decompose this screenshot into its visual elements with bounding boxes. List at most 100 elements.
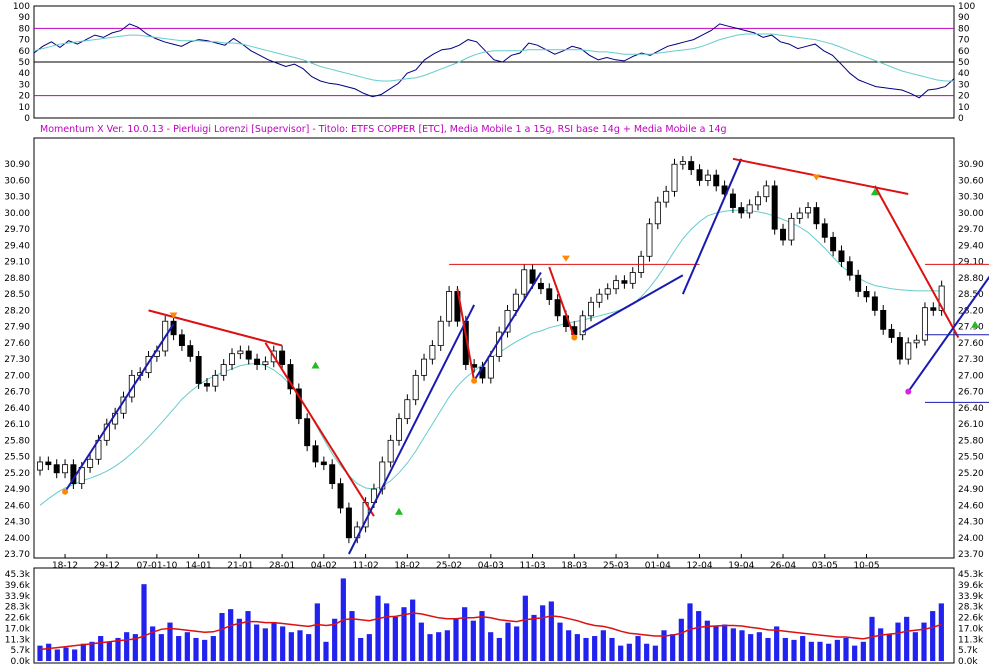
candle [229,348,236,370]
candle [262,356,269,370]
volume-bar [557,622,563,661]
date-tick-label: 11-03 [519,561,545,571]
trendline-up [64,323,175,493]
volume-tick-label: 28.3k [958,603,984,613]
volume-tick-label: 28.3k [5,603,31,613]
candle-body [437,320,444,346]
volume-bar [470,620,476,661]
trendline-up [473,271,542,382]
candle-body [796,212,803,219]
volume-bar [254,624,260,661]
volume-bar [436,632,442,661]
candle-body [629,272,636,284]
rsi-tick-label: 20 [958,92,970,102]
price-axis-left: 23.70 24.00 24.30 24.60 24.90 25.20 25.50 25.80… [4,160,30,560]
price-tick-label: 29.70 [4,225,30,235]
price-tick-label: 30.00 [4,209,30,219]
candle [696,164,703,186]
candle [938,280,945,316]
volume-bar [219,612,225,661]
price-tick-label: 26.10 [4,420,30,430]
candle [62,459,69,479]
candle [421,353,428,381]
candle-body [404,399,411,420]
candle [429,340,436,365]
price-tick-label: 27.60 [4,339,30,349]
candle [830,231,837,257]
candle [279,345,286,370]
volume-bar [488,632,494,661]
rsi-ma-line [33,33,954,82]
candle-body [654,201,661,225]
volume-bar [72,649,78,661]
candle-body [930,307,937,311]
price-tick-label: 30.60 [958,176,984,186]
volume-bar [496,637,502,661]
price-tick-label: 27.30 [958,355,984,365]
candle-body [780,228,787,241]
candle-body [87,458,94,468]
candle [738,202,745,219]
candle [87,453,94,473]
price-tick-label: 29.40 [958,241,984,251]
volume-bar [687,603,693,661]
rsi-bands [34,27,954,97]
rsi-tick-label: 40 [19,69,31,79]
candle [896,332,903,365]
volume-bar [158,634,164,661]
price-tick-label: 28.80 [4,274,30,284]
candle [604,283,611,300]
candle-body [905,342,912,360]
date-tick-label: 25-03 [603,561,629,571]
candle [763,180,770,203]
candle-body [688,161,695,171]
volume-bar [756,632,762,661]
candle-body [145,356,152,374]
sell-signal-triangle [169,312,178,319]
candle-body [304,418,311,447]
candle [713,169,720,192]
candle-body [938,285,945,311]
volume-bar [63,647,69,661]
candle-body [546,288,553,300]
candle [905,337,912,365]
candle-body [921,307,928,341]
volume-tick-label: 33.9k [958,592,984,602]
candle [329,459,336,490]
candle-body [880,309,887,330]
price-tick-label: 25.20 [4,469,30,479]
candle-body [704,174,711,181]
price-tick-label: 29.10 [958,258,984,268]
candle [646,218,653,262]
candle-body [663,190,670,203]
candle-body [913,339,920,344]
volume-bar [852,645,858,661]
candle [579,310,586,341]
rsi-tick-label: 70 [958,36,970,46]
candle-body [53,464,60,474]
volume-bar [748,634,754,661]
volume-bar [106,641,112,661]
volume-bar [704,620,710,661]
volume-bar [791,639,797,661]
candle [345,502,352,544]
trendline-down [456,288,476,381]
volume-bar [141,584,147,661]
volume-bar [921,622,927,661]
volume-bar [124,632,130,661]
price-tick-label: 28.50 [958,290,984,300]
rsi-tick-label: 100 [13,2,30,12]
date-tick-label: 18-02 [394,561,420,571]
candle-body [805,207,812,214]
candle [446,286,453,327]
rsi-tick-label: 30 [19,80,31,90]
candle-body [446,291,453,322]
candle [863,286,870,303]
volume-bar [713,626,719,661]
signal-dot-marker [62,488,69,495]
price-tick-label: 27.30 [4,355,30,365]
candle-body [871,296,878,311]
candle [596,288,603,308]
trendline-up [348,304,476,555]
price-tick-label: 28.20 [958,306,984,316]
